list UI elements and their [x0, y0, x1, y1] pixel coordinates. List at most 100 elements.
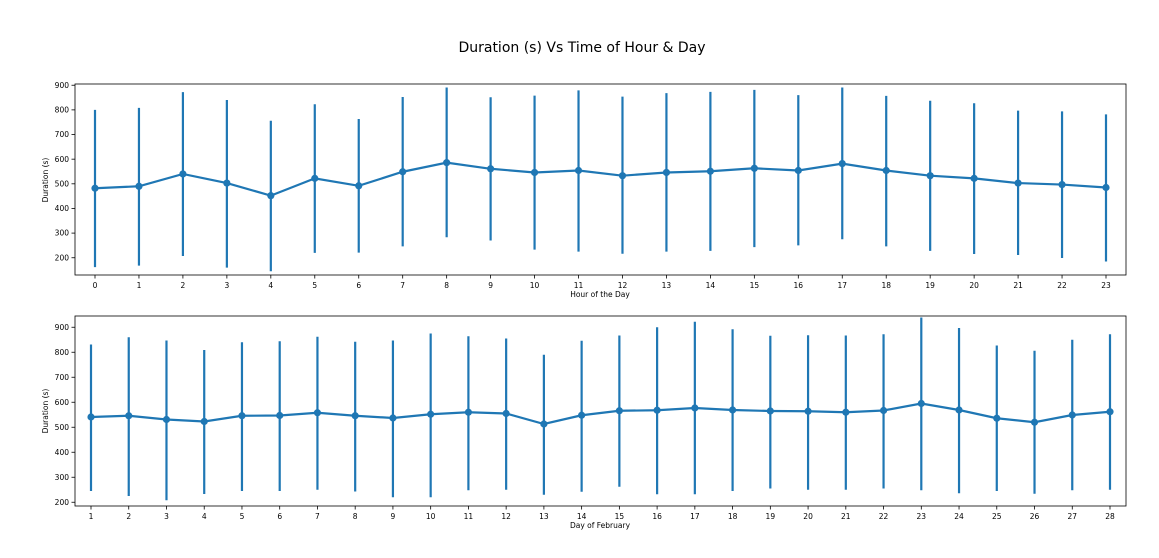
- data-point: [653, 406, 661, 414]
- data-point: [162, 415, 171, 424]
- data-point: [91, 184, 99, 192]
- y-tick-label: 800: [55, 348, 70, 357]
- x-tick-label: 11: [574, 281, 584, 290]
- plot-frame: [74, 83, 1127, 276]
- x-tick-label: 12: [618, 281, 628, 290]
- x-tick-label: 8: [444, 281, 449, 290]
- x-tick-label: 9: [391, 512, 396, 521]
- x-tick-label: 19: [925, 281, 935, 290]
- data-point: [351, 412, 359, 420]
- y-tick-label: 400: [55, 448, 70, 457]
- plot-frame: [74, 315, 1127, 507]
- x-tick-label: 19: [766, 512, 776, 521]
- x-tick-label: 4: [202, 512, 207, 521]
- data-point: [917, 399, 925, 408]
- x-tick-label: 18: [881, 281, 891, 290]
- x-tick-label: 20: [969, 281, 979, 290]
- data-point: [766, 407, 774, 415]
- error-bars: [93, 87, 1108, 272]
- data-point: [882, 166, 890, 175]
- x-tick-label: 3: [164, 512, 169, 521]
- x-axis: 0 1 2 3 4 5 6 7 8 9 10 11 12 13 14 15 16 17 18 19 20 21 22 23: [93, 275, 1111, 290]
- data-point: [842, 408, 850, 416]
- data-point: [464, 408, 473, 416]
- data-point: [179, 170, 187, 178]
- data-point: [970, 174, 978, 182]
- y-tick-label: 500: [55, 423, 70, 432]
- x-tick-label: 26: [1030, 512, 1040, 521]
- y-tick-label: 700: [55, 130, 70, 139]
- x-tick-label: 6: [356, 281, 361, 290]
- x-tick-label: 27: [1067, 512, 1077, 521]
- data-point: [691, 404, 699, 412]
- data-points: [91, 159, 1110, 200]
- x-tick-label: 5: [312, 281, 317, 290]
- data-point: [1102, 183, 1110, 192]
- data-point: [399, 168, 407, 176]
- data-point: [804, 407, 812, 415]
- x-axis: 1 2 3 4 5 6 7 8 9 10 11 12 13 14 15 16 17 18 19 20 21 22 23 24 2…: [89, 506, 1115, 521]
- x-axis-label: Day of February: [570, 521, 631, 530]
- x-tick-label: 25: [992, 512, 1002, 521]
- data-point: [502, 409, 510, 418]
- data-point: [389, 414, 397, 422]
- y-tick-label: 200: [55, 253, 70, 262]
- x-tick-label: 7: [400, 281, 405, 290]
- x-tick-label: 23: [1101, 281, 1111, 290]
- data-point: [427, 410, 435, 418]
- x-tick-label: 13: [539, 512, 549, 521]
- x-tick-label: 9: [488, 281, 493, 290]
- mean-line: [94, 161, 1107, 197]
- data-point: [706, 167, 714, 175]
- data-point: [750, 164, 758, 172]
- x-tick-label: 16: [794, 281, 804, 290]
- y-tick-label: 400: [55, 204, 70, 213]
- x-tick-label: 21: [1013, 281, 1023, 290]
- data-point: [926, 172, 934, 180]
- x-tick-label: 22: [1057, 281, 1067, 290]
- y-axis: 200 300 400 500 600 700 800 900: [55, 323, 75, 507]
- data-point: [540, 420, 548, 428]
- x-axis-label: Hour of the Day: [570, 290, 630, 299]
- x-tick-label: 17: [837, 281, 847, 290]
- data-point: [615, 407, 623, 415]
- x-tick-label: 11: [464, 512, 474, 521]
- x-tick-label: 8: [353, 512, 358, 521]
- x-tick-label: 3: [224, 281, 229, 290]
- x-tick-label: 21: [841, 512, 851, 521]
- x-tick-label: 7: [315, 512, 320, 521]
- x-tick-label: 17: [690, 512, 700, 521]
- x-tick-label: 15: [750, 281, 760, 290]
- data-point: [955, 406, 963, 414]
- y-tick-label: 800: [55, 105, 70, 114]
- data-point: [574, 166, 583, 175]
- data-point: [267, 192, 275, 200]
- x-tick-label: 1: [89, 512, 94, 521]
- x-tick-label: 1: [137, 281, 142, 290]
- mean-line: [90, 402, 1111, 426]
- data-point: [728, 406, 737, 414]
- y-tick-label: 500: [55, 179, 70, 188]
- x-tick-label: 10: [530, 281, 540, 290]
- y-axis: 200 300 400 500 600 700 800 900: [55, 81, 75, 262]
- y-axis-label: Duration (s): [41, 389, 50, 434]
- y-tick-label: 300: [55, 229, 70, 238]
- data-point: [662, 168, 671, 177]
- data-point: [223, 179, 231, 187]
- data-point: [313, 409, 322, 417]
- x-tick-label: 6: [277, 512, 282, 521]
- y-tick-label: 900: [55, 323, 70, 332]
- x-tick-label: 15: [615, 512, 625, 521]
- x-tick-label: 2: [126, 512, 131, 521]
- data-point: [530, 168, 539, 177]
- x-tick-label: 4: [268, 281, 273, 290]
- data-point: [443, 159, 451, 167]
- y-axis-label: Duration (s): [41, 158, 50, 203]
- data-point: [1058, 180, 1066, 189]
- data-point: [200, 417, 208, 426]
- data-point: [311, 174, 319, 182]
- data-points: [87, 399, 1114, 428]
- data-point: [1030, 418, 1039, 426]
